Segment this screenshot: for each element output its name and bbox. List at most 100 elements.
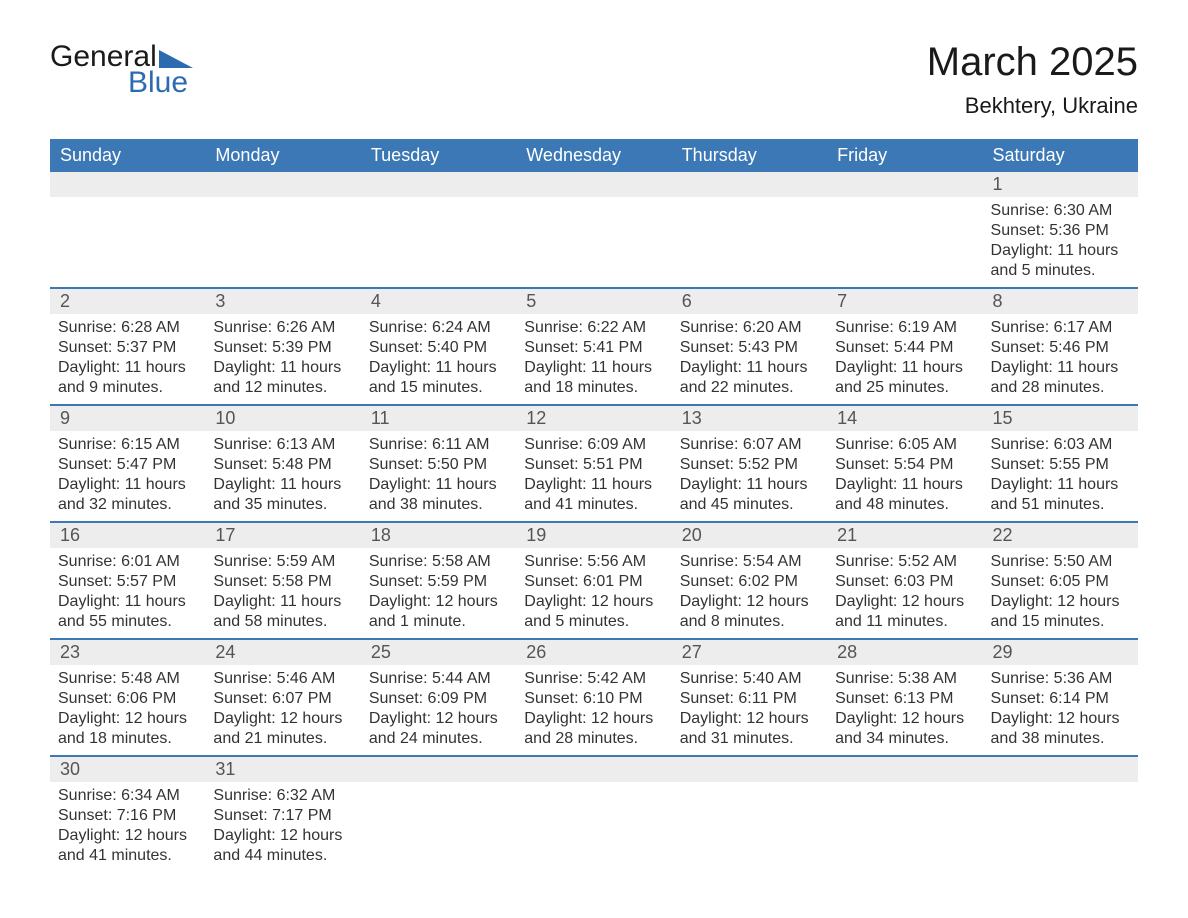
week-content-row: Sunrise: 6:15 AMSunset: 5:47 PMDaylight:… [50,431,1138,522]
week-content-row: Sunrise: 6:28 AMSunset: 5:37 PMDaylight:… [50,314,1138,405]
day-details: Sunrise: 6:17 AMSunset: 5:46 PMDaylight:… [983,314,1138,404]
day-number: 15 [983,406,1138,431]
day-number: 26 [516,640,671,665]
empty-content-cell [516,782,671,872]
week-daynum-row: 1 [50,172,1138,197]
day-number: 1 [983,172,1138,197]
day-number: 31 [205,757,360,782]
empty-daynum-cell [983,756,1138,782]
week-daynum-row: 9101112131415 [50,405,1138,431]
logo-word-2: Blue [128,66,188,100]
week-daynum-row: 16171819202122 [50,522,1138,548]
title-block: March 2025 Bekhtery, Ukraine [927,40,1138,119]
empty-daynum-cell [50,172,205,197]
day-number: 12 [516,406,671,431]
location: Bekhtery, Ukraine [927,93,1138,119]
month-title: March 2025 [927,40,1138,85]
day-number: 11 [361,406,516,431]
day-number: 21 [827,523,982,548]
day-details: Sunrise: 6:24 AMSunset: 5:40 PMDaylight:… [361,314,516,404]
day-number: 13 [672,406,827,431]
weekday-header: Tuesday [361,139,516,172]
empty-content-cell [827,197,982,288]
day-number: 22 [983,523,1138,548]
day-details: Sunrise: 6:32 AMSunset: 7:17 PMDaylight:… [205,782,360,872]
day-details: Sunrise: 5:52 AMSunset: 6:03 PMDaylight:… [827,548,982,638]
logo: General Blue [50,40,193,100]
day-number: 19 [516,523,671,548]
day-details: Sunrise: 6:09 AMSunset: 5:51 PMDaylight:… [516,431,671,521]
day-details: Sunrise: 6:07 AMSunset: 5:52 PMDaylight:… [672,431,827,521]
day-number: 25 [361,640,516,665]
day-number: 4 [361,289,516,314]
empty-content-cell [672,782,827,872]
day-number: 29 [983,640,1138,665]
week-content-row: Sunrise: 5:48 AMSunset: 6:06 PMDaylight:… [50,665,1138,756]
week-content-row: Sunrise: 6:30 AMSunset: 5:36 PMDaylight:… [50,197,1138,288]
logo-triangle-icon [159,46,193,68]
day-details: Sunrise: 6:28 AMSunset: 5:37 PMDaylight:… [50,314,205,404]
week-daynum-row: 23242526272829 [50,639,1138,665]
day-details: Sunrise: 6:15 AMSunset: 5:47 PMDaylight:… [50,431,205,521]
day-details: Sunrise: 6:01 AMSunset: 5:57 PMDaylight:… [50,548,205,638]
week-content-row: Sunrise: 6:01 AMSunset: 5:57 PMDaylight:… [50,548,1138,639]
empty-content-cell [672,197,827,288]
day-details: Sunrise: 6:13 AMSunset: 5:48 PMDaylight:… [205,431,360,521]
empty-content-cell [516,197,671,288]
empty-daynum-cell [205,172,360,197]
empty-daynum-cell [361,172,516,197]
weekday-header: Monday [205,139,360,172]
weekday-header: Saturday [983,139,1138,172]
day-details: Sunrise: 6:34 AMSunset: 7:16 PMDaylight:… [50,782,205,872]
day-details: Sunrise: 6:22 AMSunset: 5:41 PMDaylight:… [516,314,671,404]
week-daynum-row: 3031 [50,756,1138,782]
day-details: Sunrise: 6:26 AMSunset: 5:39 PMDaylight:… [205,314,360,404]
week-daynum-row: 2345678 [50,288,1138,314]
day-details: Sunrise: 5:46 AMSunset: 6:07 PMDaylight:… [205,665,360,755]
day-details: Sunrise: 6:03 AMSunset: 5:55 PMDaylight:… [983,431,1138,521]
day-number: 8 [983,289,1138,314]
day-details: Sunrise: 6:30 AMSunset: 5:36 PMDaylight:… [983,197,1138,287]
empty-daynum-cell [672,756,827,782]
weekday-header: Thursday [672,139,827,172]
empty-content-cell [361,782,516,872]
day-number: 16 [50,523,205,548]
day-details: Sunrise: 5:40 AMSunset: 6:11 PMDaylight:… [672,665,827,755]
day-number: 9 [50,406,205,431]
day-details: Sunrise: 5:59 AMSunset: 5:58 PMDaylight:… [205,548,360,638]
calendar-table: SundayMondayTuesdayWednesdayThursdayFrid… [50,139,1138,872]
day-number: 5 [516,289,671,314]
weekday-header: Sunday [50,139,205,172]
empty-daynum-cell [672,172,827,197]
empty-daynum-cell [827,756,982,782]
day-number: 3 [205,289,360,314]
day-details: Sunrise: 6:19 AMSunset: 5:44 PMDaylight:… [827,314,982,404]
day-number: 10 [205,406,360,431]
day-details: Sunrise: 5:44 AMSunset: 6:09 PMDaylight:… [361,665,516,755]
day-number: 18 [361,523,516,548]
day-details: Sunrise: 5:48 AMSunset: 6:06 PMDaylight:… [50,665,205,755]
calendar-header-row: SundayMondayTuesdayWednesdayThursdayFrid… [50,139,1138,172]
day-details: Sunrise: 5:36 AMSunset: 6:14 PMDaylight:… [983,665,1138,755]
day-details: Sunrise: 6:11 AMSunset: 5:50 PMDaylight:… [361,431,516,521]
day-number: 23 [50,640,205,665]
weekday-header: Wednesday [516,139,671,172]
day-number: 20 [672,523,827,548]
day-number: 27 [672,640,827,665]
day-number: 2 [50,289,205,314]
empty-content-cell [827,782,982,872]
day-details: Sunrise: 6:20 AMSunset: 5:43 PMDaylight:… [672,314,827,404]
weekday-header: Friday [827,139,982,172]
empty-content-cell [361,197,516,288]
day-details: Sunrise: 5:54 AMSunset: 6:02 PMDaylight:… [672,548,827,638]
empty-daynum-cell [516,172,671,197]
day-number: 14 [827,406,982,431]
empty-content-cell [50,197,205,288]
week-content-row: Sunrise: 6:34 AMSunset: 7:16 PMDaylight:… [50,782,1138,872]
day-details: Sunrise: 5:58 AMSunset: 5:59 PMDaylight:… [361,548,516,638]
day-details: Sunrise: 5:50 AMSunset: 6:05 PMDaylight:… [983,548,1138,638]
day-details: Sunrise: 5:42 AMSunset: 6:10 PMDaylight:… [516,665,671,755]
day-number: 17 [205,523,360,548]
day-number: 28 [827,640,982,665]
empty-content-cell [983,782,1138,872]
